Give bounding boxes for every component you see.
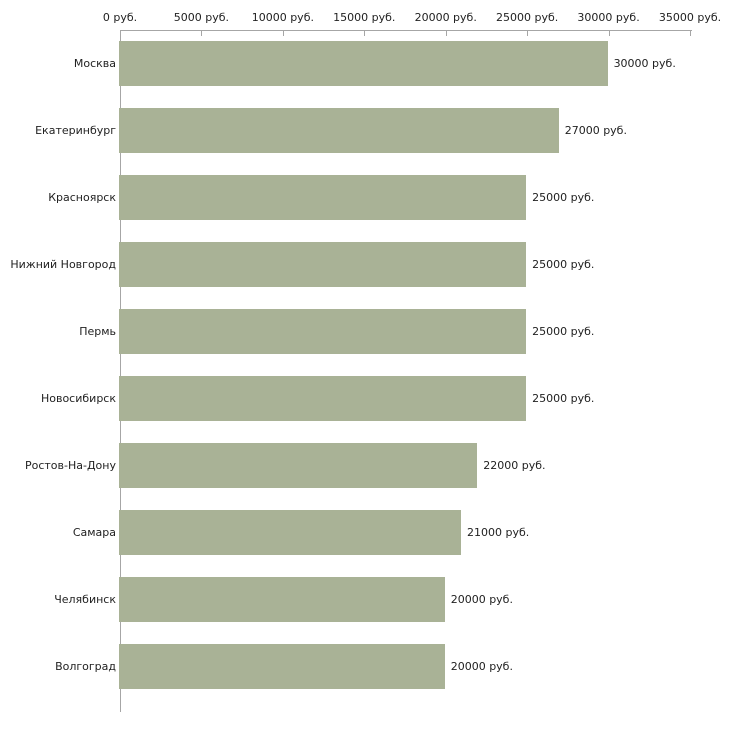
category-label: Пермь [79,325,116,338]
x-tick-label: 25000 руб. [496,11,559,24]
x-tick-label: 0 руб. [102,11,138,24]
bar-row: Челябинск 20000 руб. [0,566,730,633]
bar-row: Москва 30000 руб. [0,30,730,97]
x-tick-mark [690,30,691,36]
x-tick-label: 10000 руб. [251,11,314,24]
category-label: Новосибирск [40,392,116,405]
bar[interactable] [119,108,559,153]
value-label: 30000 руб. [613,57,676,70]
value-label: 20000 руб. [450,593,513,606]
bar[interactable] [119,309,527,354]
x-tick-mark [527,30,529,36]
x-tick-label: 15000 руб. [333,11,396,24]
value-label: 27000 руб. [564,124,627,137]
bar-row: Нижний Новгород 25000 руб. [0,231,730,298]
bar[interactable] [119,443,478,488]
category-label: Красноярск [48,191,116,204]
value-label: 21000 руб. [467,526,530,539]
category-label: Самара [72,526,116,539]
x-axis-line [120,30,692,31]
category-label: Москва [73,57,116,70]
x-tick-mark [282,30,284,36]
value-label: 25000 руб. [532,325,595,338]
bar-row: Екатеринбург 27000 руб. [0,97,730,164]
bar[interactable] [119,175,527,220]
category-label: Ростов-На-Дону [24,459,116,472]
bar[interactable] [119,510,461,555]
bar[interactable] [119,41,608,86]
category-label: Нижний Новгород [10,258,116,271]
value-label: 20000 руб. [450,660,513,673]
bar-row: Пермь 25000 руб. [0,298,730,365]
x-tick-label: 35000 руб. [658,11,722,24]
bar-row: Ростов-На-Дону 22000 руб. [0,432,730,499]
x-tick-label: 5000 руб. [173,11,230,24]
bar-row: Новосибирск 25000 руб. [0,365,730,432]
y-axis-line [120,30,121,712]
bar-rows: Москва 30000 руб. Екатеринбург 27000 руб. Кр… [0,30,730,700]
bar-row: Самара 21000 руб. [0,499,730,566]
bar[interactable] [119,644,445,689]
x-tick-label: 30000 руб. [577,11,640,24]
x-tick-mark [201,30,203,36]
value-label: 22000 руб. [483,459,546,472]
bar-row: Красноярск 25000 руб. [0,164,730,231]
value-label: 25000 руб. [532,392,595,405]
value-label: 25000 руб. [532,258,595,271]
bar[interactable] [119,577,445,622]
x-tick-mark [608,30,610,36]
category-label: Волгоград [55,660,116,673]
bar[interactable] [119,242,527,287]
x-tick-mark [445,30,447,36]
x-tick-label: 20000 руб. [414,11,477,24]
value-label: 25000 руб. [532,191,595,204]
bar-row: Волгоград 20000 руб. [0,633,730,700]
bar[interactable] [119,376,527,421]
x-tick-mark [364,30,366,36]
category-label: Челябинск [54,593,116,606]
category-label: Екатеринбург [35,124,116,137]
